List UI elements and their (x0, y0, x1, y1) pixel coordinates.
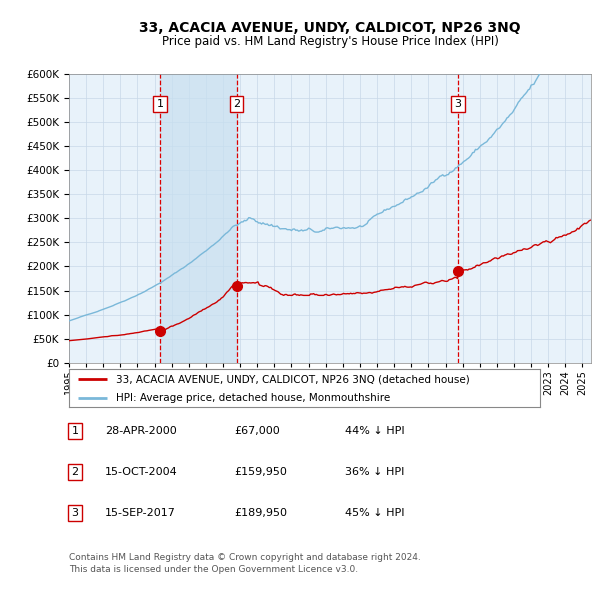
Text: 28-APR-2000: 28-APR-2000 (105, 426, 177, 435)
Text: 44% ↓ HPI: 44% ↓ HPI (345, 426, 404, 435)
Text: 15-SEP-2017: 15-SEP-2017 (105, 509, 176, 518)
Text: 15-OCT-2004: 15-OCT-2004 (105, 467, 178, 477)
Text: 2: 2 (71, 467, 79, 477)
Text: 33, ACACIA AVENUE, UNDY, CALDICOT, NP26 3NQ (detached house): 33, ACACIA AVENUE, UNDY, CALDICOT, NP26 … (116, 375, 470, 385)
Text: £159,950: £159,950 (234, 467, 287, 477)
Text: HPI: Average price, detached house, Monmouthshire: HPI: Average price, detached house, Monm… (116, 392, 391, 402)
Text: £67,000: £67,000 (234, 426, 280, 435)
Text: 1: 1 (71, 426, 79, 435)
Text: 3: 3 (454, 99, 461, 109)
Text: 2: 2 (233, 99, 240, 109)
Text: £189,950: £189,950 (234, 509, 287, 518)
Text: 3: 3 (71, 509, 79, 518)
Text: 36% ↓ HPI: 36% ↓ HPI (345, 467, 404, 477)
Bar (160, 74, 236, 363)
Text: 1: 1 (157, 99, 164, 109)
Text: Contains HM Land Registry data © Crown copyright and database right 2024.
This d: Contains HM Land Registry data © Crown c… (69, 553, 421, 574)
Text: 45% ↓ HPI: 45% ↓ HPI (345, 509, 404, 518)
Text: Price paid vs. HM Land Registry's House Price Index (HPI): Price paid vs. HM Land Registry's House … (161, 35, 499, 48)
Text: 33, ACACIA AVENUE, UNDY, CALDICOT, NP26 3NQ: 33, ACACIA AVENUE, UNDY, CALDICOT, NP26 … (139, 21, 521, 35)
